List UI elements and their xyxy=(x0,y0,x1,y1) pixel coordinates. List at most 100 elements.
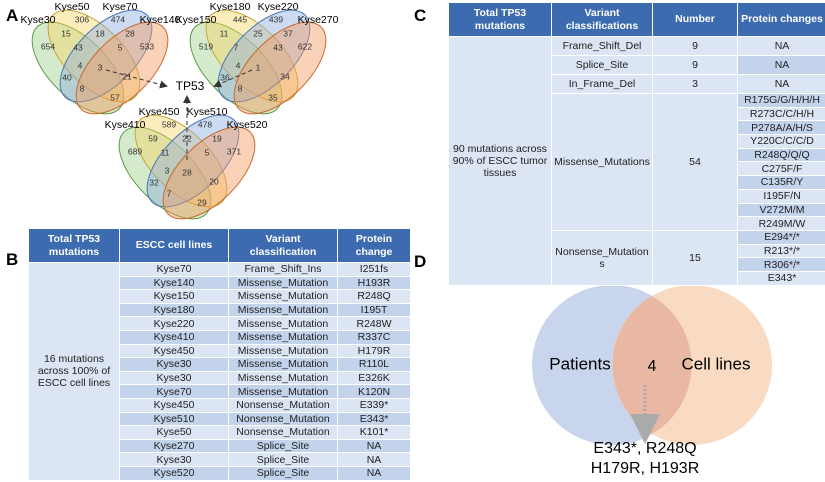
header-cell: Protein changes xyxy=(737,2,825,37)
venn-overlap xyxy=(612,296,692,434)
venn-count: 3 xyxy=(98,62,103,72)
venn-count: 37 xyxy=(283,28,293,38)
table-cell: R110L xyxy=(337,357,411,372)
table-cell: Missense_Mutation xyxy=(228,289,338,304)
venn-count: 4 xyxy=(78,60,83,70)
venn-count: 15 xyxy=(61,28,71,38)
venn-count: 43 xyxy=(73,42,83,52)
venn-set xyxy=(59,9,153,103)
table-cell: I251fs xyxy=(337,262,411,277)
table-cell: I195F/N xyxy=(737,188,825,204)
table-row: 16 mutations across 100% of ESCC cell li… xyxy=(28,262,411,481)
table-cell: Missense_Mutation xyxy=(228,343,338,359)
table-cell: NA xyxy=(737,74,825,94)
venn-set xyxy=(162,126,256,220)
table-cell: E294*/* xyxy=(737,229,825,245)
venn-count: 57 xyxy=(110,92,120,102)
panel-label: A xyxy=(6,6,19,25)
table-row: Kyse140 Missense_Mutation H193R xyxy=(29,275,411,291)
table-cell: Y220C/C/C/D xyxy=(737,134,825,149)
table-cell: Frame_Shift_Del xyxy=(551,36,653,56)
table-cell: Kyse30 xyxy=(119,357,229,372)
table-cell: Frame_Shift_Ins xyxy=(228,262,338,277)
venn-count: 7 xyxy=(234,42,239,52)
table-cell: Splice_Site xyxy=(228,452,338,467)
table-cell: R248Q xyxy=(337,289,411,304)
venn-count: 439 xyxy=(269,14,283,24)
venn-set-label: Kyse180 xyxy=(210,1,251,13)
table-cell: NA xyxy=(337,438,411,454)
venn-set-label: Kyse150 xyxy=(176,14,217,26)
venn-count: 32 xyxy=(149,177,159,187)
table-cell: 9 xyxy=(652,55,738,75)
table-row: R306*/* xyxy=(449,257,825,272)
venn-overlap-count: 4 xyxy=(648,358,657,375)
venn-count: 654 xyxy=(41,41,55,51)
venn-set-label: Kyse410 xyxy=(105,119,146,131)
table-cell: Missense_Mutation xyxy=(228,384,338,399)
venn-set-label: Kyse520 xyxy=(227,119,268,131)
table-row: Total TP53 mutations ESCC cell lines Varia… xyxy=(28,228,411,263)
table-cell: Kyse150 xyxy=(119,289,229,304)
venn-set xyxy=(118,126,212,220)
venn-count: 8 xyxy=(80,83,85,93)
table-row: E343* xyxy=(449,270,825,286)
venn-count: 19 xyxy=(212,133,222,143)
venn-count: 43 xyxy=(273,42,283,52)
venn-set-label: Kyse450 xyxy=(139,106,180,118)
venn-count: 35 xyxy=(268,92,278,102)
table-cell: Nonsense_Mutation xyxy=(228,425,338,440)
table-cell: R273C/C/H/H xyxy=(737,106,825,122)
table-cell: Kyse30 xyxy=(119,370,229,386)
table-cell: V272M/M xyxy=(737,202,825,218)
venn-count: 7 xyxy=(167,188,172,198)
table-cell: NA xyxy=(337,452,411,467)
table-cell: P278A/A/H/S xyxy=(737,120,825,136)
table-cell: K120N xyxy=(337,384,411,399)
table-row: Kyse220 Missense_Mutation R248W xyxy=(29,316,411,331)
header-cell: Number xyxy=(652,2,738,37)
panel-label: D xyxy=(414,252,427,271)
panel-label: B xyxy=(6,250,19,269)
table-row: I195F/N xyxy=(449,188,825,204)
table-cell: 15 xyxy=(652,229,738,286)
table-cell: R175G/G/H/H/H xyxy=(737,93,825,108)
venn-set xyxy=(75,21,169,115)
table-cell: Missense_Mutations xyxy=(551,93,653,231)
venn-count: 40 xyxy=(62,72,72,82)
table-cell: Missense_Mutation xyxy=(228,275,338,291)
table-cell: Kyse70 xyxy=(119,384,229,399)
venn-right-label: Cell lines xyxy=(682,354,751,373)
table-row: Kyse150 Missense_Mutation R248Q xyxy=(29,289,411,304)
table-cell: E343* xyxy=(737,270,825,286)
table-cell: Splice_Site xyxy=(228,438,338,454)
table-row: Kyse30 Missense_Mutation R110L xyxy=(29,357,411,372)
venn-count: 1 xyxy=(256,62,261,72)
table-cell: Splice_Site xyxy=(228,465,338,481)
header-cell: Total TP53 mutations xyxy=(448,2,552,37)
venn-set xyxy=(31,21,125,115)
table-cell: R248Q/Q/Q xyxy=(737,147,825,163)
venn-count: 371 xyxy=(227,146,241,156)
table-cell: In_Frame_Del xyxy=(551,74,653,94)
table-row: In_Frame_Del 3 NA xyxy=(449,74,825,94)
venn-count: 11 xyxy=(161,147,170,157)
table-cell: Kyse180 xyxy=(119,302,229,318)
venn-count: 8 xyxy=(238,83,243,93)
table-cell: Missense_Mutation xyxy=(228,370,338,386)
venn-count: 445 xyxy=(233,14,247,24)
header-cell: Variant classification xyxy=(228,228,338,263)
table-cell: 16 mutations across 100% of ESCC cell li… xyxy=(28,262,120,481)
venn-set xyxy=(146,114,240,208)
table-cell: E343* xyxy=(337,411,411,427)
table-cell: H179R xyxy=(337,343,411,359)
venn-count: 25 xyxy=(253,28,263,38)
header-cell: Variant classifications xyxy=(551,2,653,37)
table-cell: R306*/* xyxy=(737,257,825,272)
table-row: Kyse270 Splice_Site NA xyxy=(29,438,411,454)
table-cell: H193R xyxy=(337,275,411,291)
venn-count: 11 xyxy=(220,28,229,38)
venn-set xyxy=(233,21,327,115)
